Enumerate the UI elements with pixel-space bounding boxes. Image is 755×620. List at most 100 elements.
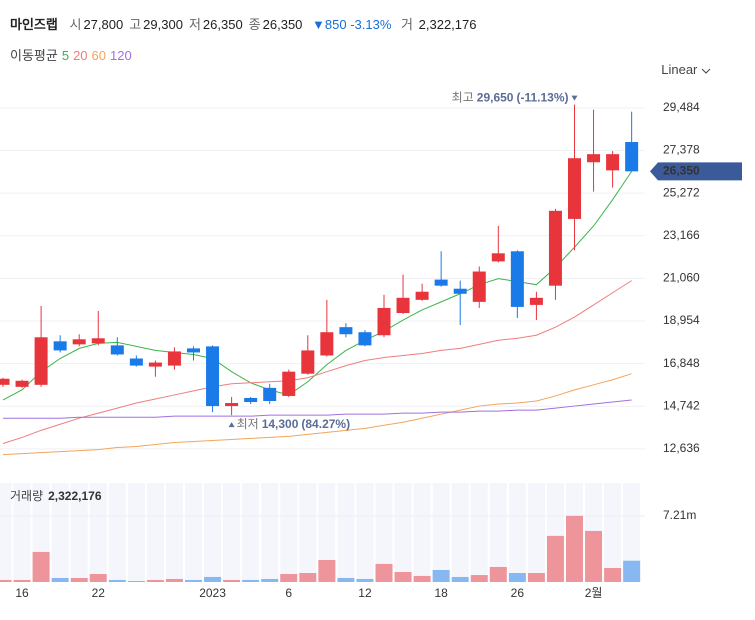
volume-label: 거	[401, 17, 414, 32]
volume-bar	[261, 578, 279, 582]
header: 마인즈랩 시 27,800 고 29,300 저 26,350 종 26,350 ▼850 -…	[10, 14, 482, 33]
volume-bar	[127, 580, 145, 582]
candle-body	[377, 307, 391, 336]
fields: 시 27,800 고 29,300 저 26,350 종 26,350	[69, 17, 308, 32]
candle-body	[167, 351, 181, 366]
volume-bar	[508, 573, 526, 582]
volume-bar	[356, 578, 374, 582]
candle-body	[72, 339, 86, 345]
volume-column-bg	[204, 483, 222, 582]
volume-column-bg	[146, 483, 164, 582]
volume-bar	[585, 530, 603, 582]
volume-bar	[13, 579, 31, 582]
volume-column-bg	[394, 483, 412, 582]
volume-bar	[375, 563, 393, 582]
volume-bar	[108, 579, 126, 582]
chevron[interactable]	[701, 68, 711, 74]
candle-body	[320, 332, 334, 356]
low-marker	[228, 422, 235, 428]
low-value: 14,300	[262, 417, 299, 431]
volume-bar	[451, 576, 469, 582]
volume-bar	[432, 569, 450, 582]
volume-column-bg	[623, 483, 641, 582]
volume-bar	[318, 560, 336, 582]
candle-body	[282, 371, 296, 396]
volume-bar	[165, 578, 183, 582]
candle-body	[510, 251, 524, 307]
candle-body	[110, 345, 124, 355]
volume-column-bg	[223, 483, 241, 582]
candle-body	[53, 341, 67, 351]
candle-body	[529, 297, 543, 305]
volume-bar	[337, 577, 355, 582]
candle-body	[568, 158, 581, 219]
candle-body	[358, 332, 372, 346]
volume-column-bg	[413, 483, 431, 582]
volume-column-bg	[13, 483, 31, 582]
high-annotation: 최고 29,650 (-11.13%)	[452, 91, 569, 105]
candle-body	[15, 380, 29, 387]
volume-column-bg	[185, 483, 202, 582]
high-change: (-11.13%)	[516, 91, 568, 105]
volume-column-bg	[261, 483, 279, 582]
ma-line	[3, 399, 632, 419]
candle-body	[434, 279, 448, 286]
volume-bar	[623, 560, 641, 582]
volume-column-bg	[70, 483, 88, 582]
volume-column-bg	[604, 483, 622, 582]
candle-body	[415, 291, 429, 300]
candle-body	[396, 297, 410, 313]
candle-body	[625, 142, 639, 172]
volume-column-bg	[299, 483, 317, 582]
volume-column-bg	[0, 483, 12, 582]
low-annotation: 최저 14,300 (84.27%)	[237, 417, 351, 431]
volume-column-bg	[451, 483, 469, 582]
y-tick-label: 23,166	[663, 228, 700, 242]
x-tick-label: 16	[15, 586, 29, 600]
ma-line	[2, 373, 632, 456]
candle-body	[587, 154, 601, 163]
field-label: 저	[188, 17, 201, 32]
volume-bar	[242, 579, 260, 582]
candle-body	[225, 403, 239, 407]
volume-column-bg	[89, 483, 107, 582]
field-label: 시	[69, 17, 82, 32]
volume-column-bg	[470, 483, 488, 582]
field-value: 26,350	[262, 17, 303, 32]
ma-legend: 이동평균 5 20 60 120	[10, 45, 132, 64]
volume-column-bg	[489, 483, 507, 582]
y-tick-label: 12,636	[663, 441, 700, 455]
volume-title-value: 2,322,176	[48, 489, 102, 503]
volume-column-bg	[432, 483, 450, 582]
y-tick-label: 21,060	[663, 271, 700, 285]
y-tick-label: 16,848	[663, 356, 700, 370]
ma-line	[2, 280, 632, 444]
volume-bar	[394, 572, 412, 582]
volume-bar	[146, 579, 164, 582]
candle-body	[301, 350, 315, 374]
volume-bar	[280, 574, 298, 582]
field-label: 고	[129, 17, 142, 32]
volume-column-bg	[337, 483, 355, 582]
field-value: 27,800	[83, 17, 124, 32]
volume-bar	[299, 573, 317, 582]
candle-body	[453, 288, 467, 294]
candle-body	[91, 338, 105, 344]
change-pct: -3.13%	[350, 17, 392, 32]
x-tick-label: 6	[285, 586, 292, 600]
volume-column-bg	[127, 483, 145, 582]
volume-title: 거래량 2,322,176	[10, 489, 102, 503]
scale-button[interactable]: Linear	[661, 62, 711, 77]
candle-body	[606, 154, 620, 171]
candle-body	[472, 271, 486, 302]
last-price-label: 26,350	[663, 164, 700, 178]
volume-bar	[223, 579, 241, 582]
stock-name: 마인즈랩	[10, 17, 58, 32]
candle-body	[148, 362, 162, 367]
last-price-tag	[650, 162, 742, 181]
y-tick-label: 14,742	[663, 398, 700, 412]
volume-column-bg	[51, 483, 69, 582]
scale-label[interactable]: Linear	[661, 62, 698, 77]
